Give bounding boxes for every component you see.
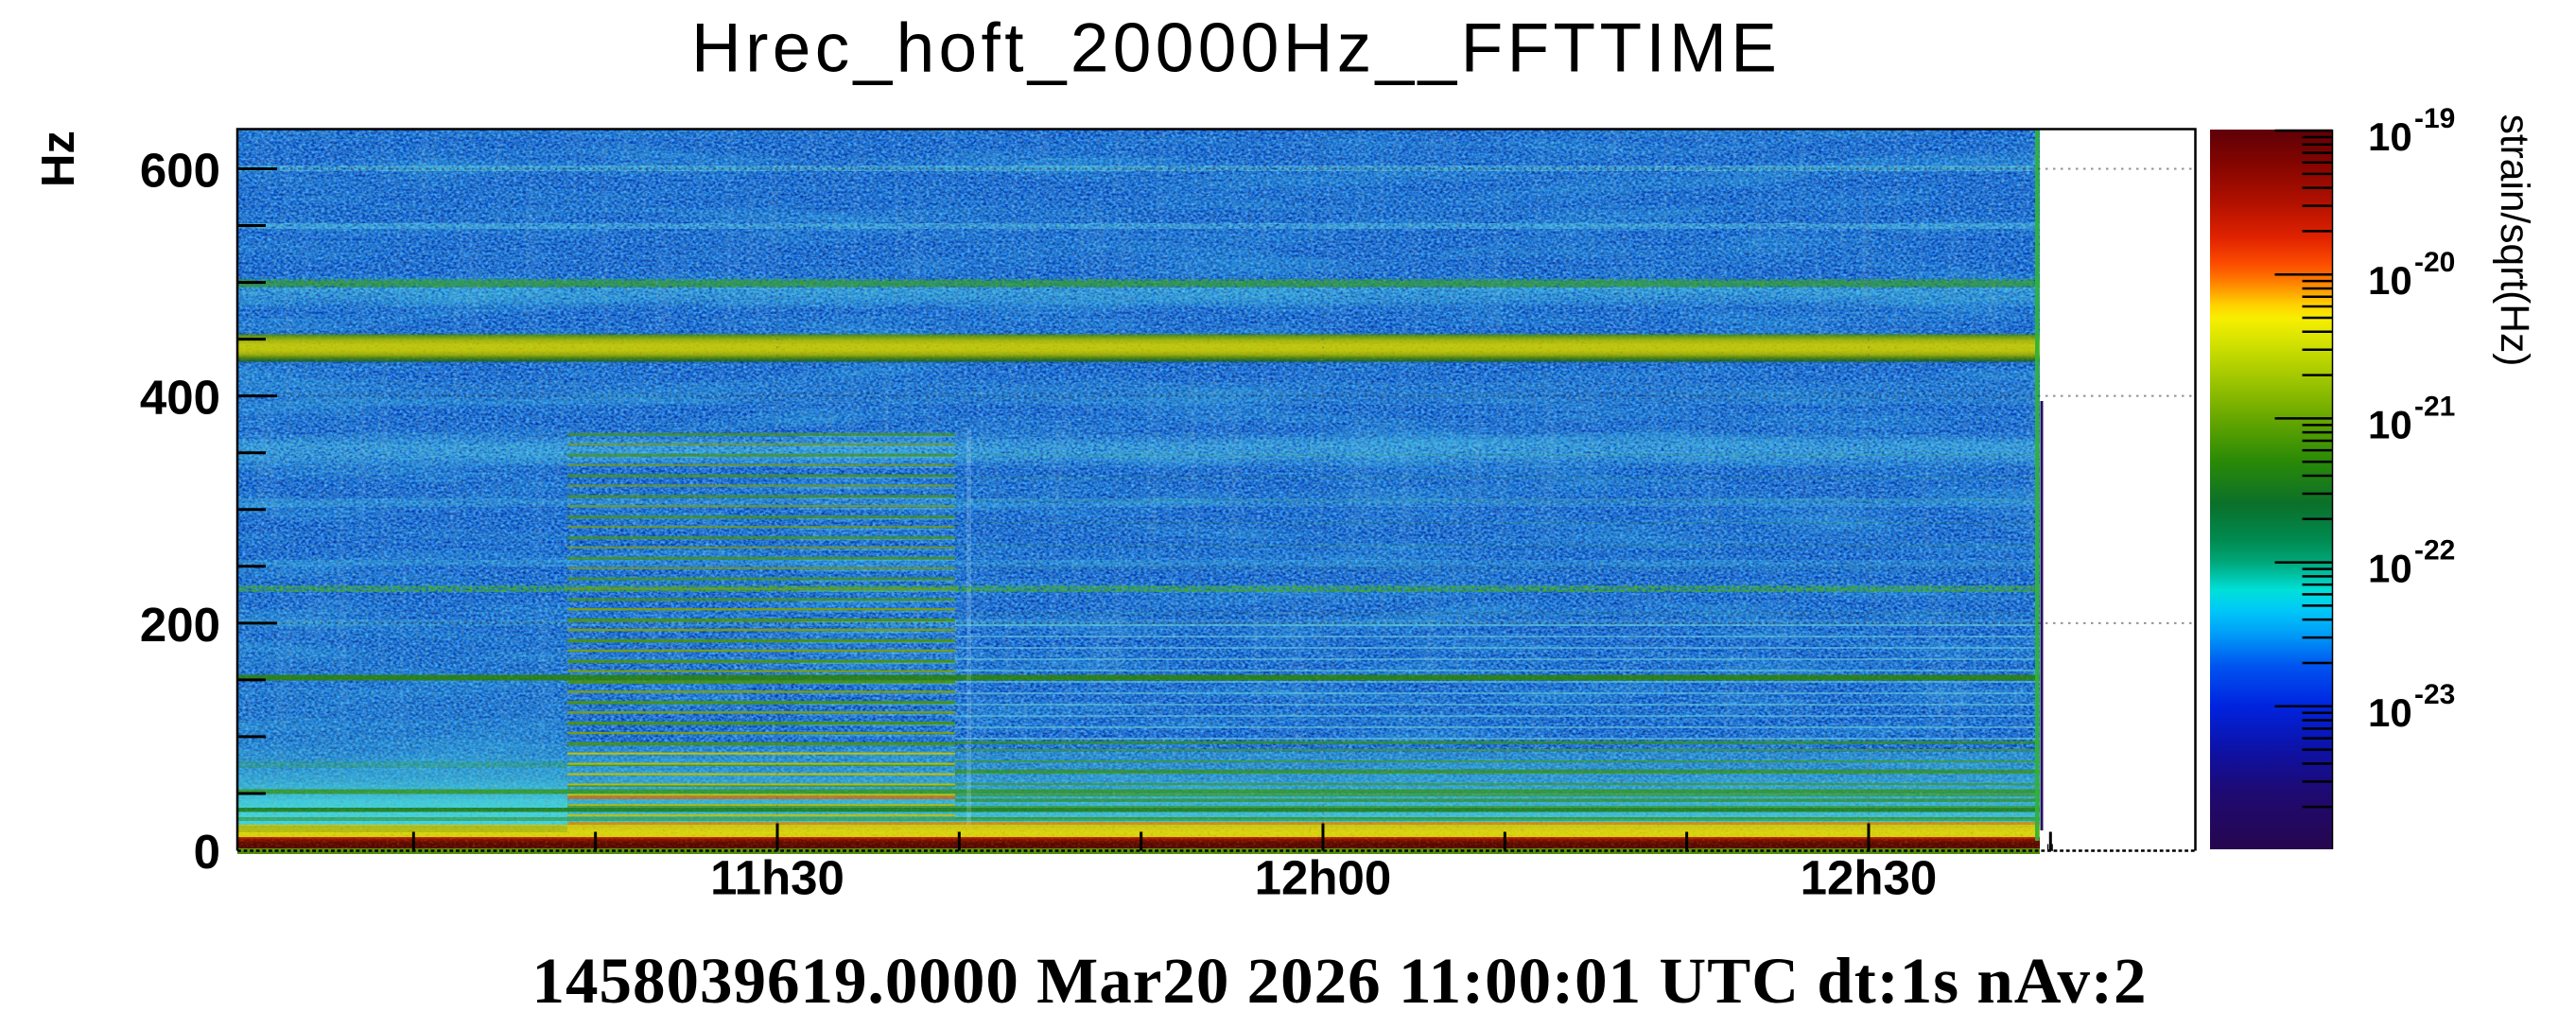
svg-text:10: 10 [2368, 690, 2412, 735]
svg-text:-23: -23 [2414, 679, 2455, 710]
svg-text:-20: -20 [2414, 247, 2455, 278]
svg-text:12h00: 12h00 [1255, 851, 1392, 905]
svg-text:strain/sqrt(Hz): strain/sqrt(Hz) [2492, 114, 2536, 367]
svg-text:Hrec_hoft_20000Hz__FFTTIME: Hrec_hoft_20000Hz__FFTTIME [691, 10, 1777, 87]
svg-text:1458039619.0000 Mar20 2026 11:: 1458039619.0000 Mar20 2026 11:00:01 UTC … [532, 945, 2147, 1017]
svg-text:400: 400 [140, 371, 220, 425]
svg-text:-21: -21 [2414, 391, 2455, 422]
svg-text:-22: -22 [2414, 535, 2455, 567]
svg-text:12h30: 12h30 [1801, 851, 1938, 905]
svg-text:Hz: Hz [33, 131, 84, 187]
svg-text:0: 0 [194, 825, 220, 879]
svg-text:200: 200 [140, 598, 220, 652]
svg-text:10: 10 [2368, 547, 2412, 591]
svg-text:-19: -19 [2414, 103, 2455, 134]
svg-text:10: 10 [2368, 258, 2412, 303]
svg-text:10: 10 [2368, 114, 2412, 159]
svg-text:u: u [2046, 839, 2054, 854]
svg-text:600: 600 [140, 144, 220, 198]
svg-text:10: 10 [2368, 402, 2412, 446]
svg-text:11h30: 11h30 [710, 851, 844, 905]
